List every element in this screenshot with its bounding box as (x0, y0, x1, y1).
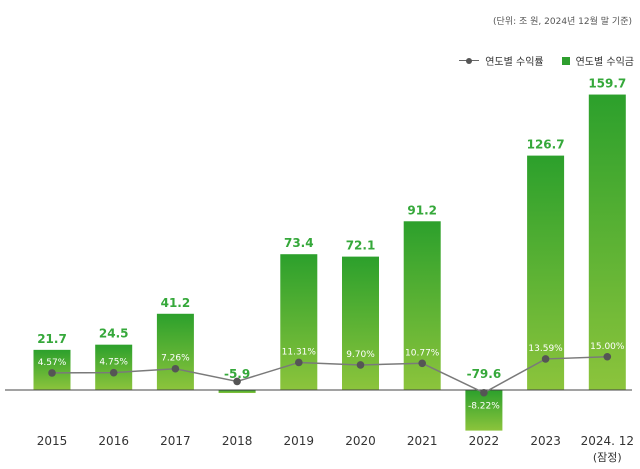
bar-value-label-2015: 21.7 (37, 332, 67, 346)
rate-marker-2023 (541, 355, 550, 363)
rate-marker-2017 (171, 364, 180, 373)
rate-label-2022: -8.22% (468, 402, 500, 412)
bar-value-label-2023: 126.7 (527, 138, 565, 152)
bar-2024. 12 (588, 94, 626, 391)
legend-label-rate: 연도별 수익률 (485, 57, 544, 68)
rate-label-2023: 13.59% (528, 344, 563, 354)
bar-2023 (527, 155, 565, 390)
rate-label-2015: 4.57% (38, 358, 67, 368)
bar-2022 (465, 390, 503, 431)
bar-2017 (156, 313, 194, 390)
rate-marker-2020 (356, 361, 365, 369)
rate-marker-2021 (418, 359, 427, 368)
return-rate-line (51, 356, 608, 394)
bar-value-label-2022: -79.6 (467, 367, 502, 381)
x-tick-label-2017: 2017 (160, 434, 191, 448)
rate-label-2021: 10.77% (405, 348, 440, 358)
x-tick-label-2015: 2015 (37, 434, 68, 448)
legend-label-amount: 연도별 수익금 (575, 57, 634, 68)
rate-label-2024. 12: 15.00% (590, 342, 625, 352)
x-tick-label-2023: 2023 (530, 434, 561, 448)
bar-value-label-2017: 41.2 (161, 296, 191, 310)
bar-value-label-2019: 73.4 (284, 236, 314, 250)
rate-label-2016: 4.75% (99, 358, 128, 368)
legend-item-rate: 연도별 수익률 (459, 53, 544, 68)
x-tick-label-2020: 2020 (345, 434, 376, 448)
x-tick-sublabel-2024. 12: (잠정) (593, 451, 622, 464)
rate-marker-2024. 12 (603, 352, 612, 361)
bar-value-label-2021: 91.2 (407, 203, 437, 217)
rate-label-2020: 9.70% (346, 350, 375, 360)
rate-label-2019: 11.31% (282, 347, 317, 357)
rate-marker-2016 (109, 368, 118, 377)
rate-label-2017: 7.26% (161, 354, 190, 364)
unit-note: (단위: 조 원, 2024년 12월 말 기준) (493, 17, 632, 27)
bar-value-label-2024. 12: 159.7 (588, 77, 626, 91)
bar-2018 (218, 390, 256, 394)
legend-item-amount: 연도별 수익금 (561, 53, 634, 68)
bar-2016 (95, 344, 133, 390)
legend: 연도별 수익률 연도별 수익금 (459, 53, 634, 68)
rate-marker-2018 (233, 377, 241, 386)
bar-value-label-2018: -5.9 (224, 367, 250, 381)
bar-value-label-2020: 72.1 (346, 239, 376, 253)
x-tick-label-2019: 2019 (284, 434, 315, 448)
x-tick-label-2021: 2021 (407, 434, 438, 448)
legend-bar-swatch-icon (561, 56, 570, 65)
x-tick-label-2016: 2016 (98, 434, 129, 448)
bar-2019 (280, 254, 318, 390)
x-tick-label-2024. 12: 2024. 12 (581, 434, 634, 448)
bar-2020 (342, 256, 379, 390)
bar-value-label-2016: 24.5 (99, 327, 129, 341)
x-tick-label-2018: 2018 (222, 434, 253, 448)
rate-marker-2019 (295, 358, 303, 367)
legend-line-marker-icon (459, 56, 480, 66)
x-tick-label-2022: 2022 (469, 434, 500, 448)
rate-marker-2015 (48, 369, 56, 377)
rate-marker-2022 (480, 388, 488, 397)
